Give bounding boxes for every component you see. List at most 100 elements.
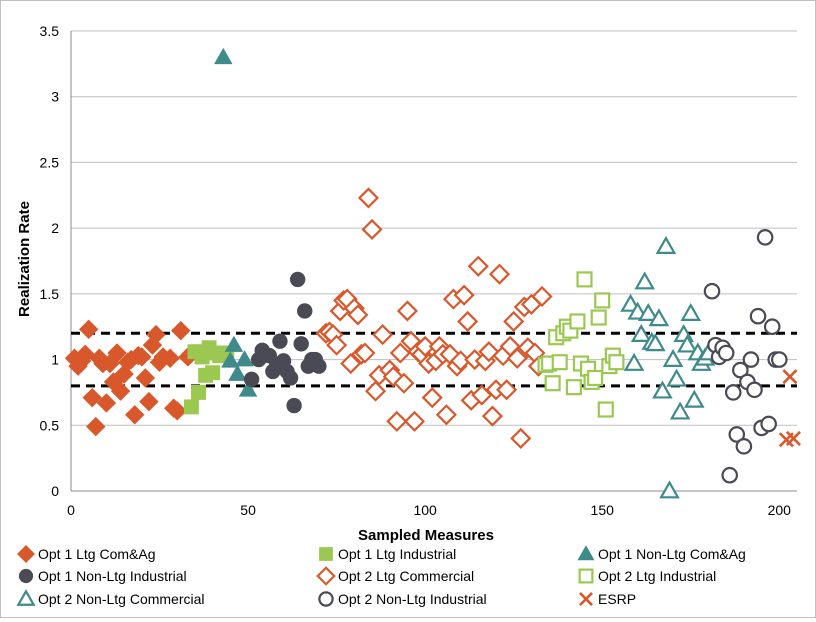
data-point (287, 398, 301, 412)
data-point (498, 381, 516, 399)
legend-marker (319, 592, 332, 605)
data-point (192, 385, 206, 399)
data-point (668, 371, 685, 386)
legend-item: Opt 2 Ltg Commercial (318, 568, 474, 585)
data-point (744, 352, 758, 366)
data-point (312, 359, 326, 373)
legend-marker (19, 569, 32, 582)
legend-marker (320, 548, 333, 561)
data-point (491, 265, 509, 283)
legend-label: Opt 2 Non-Ltg Commercial (38, 591, 205, 607)
data-point (570, 314, 584, 328)
data-point (686, 392, 703, 407)
plot-area (71, 31, 797, 491)
legend-item: Opt 1 Non-Ltg Com&Ag (578, 546, 746, 562)
series-6 (622, 238, 717, 497)
y-tick-label: 1 (51, 352, 59, 368)
data-point (294, 337, 308, 351)
data-point (140, 393, 158, 411)
series-7 (705, 230, 787, 482)
data-point (172, 322, 190, 340)
data-point (298, 304, 312, 318)
legend-item: Opt 2 Non-Ltg Commercial (18, 591, 204, 607)
data-point (758, 230, 772, 244)
data-point (236, 351, 253, 366)
legend-item: Opt 2 Non-Ltg Industrial (319, 591, 486, 607)
data-point (737, 439, 751, 453)
data-point (595, 293, 609, 307)
legend-label: Opt 1 Non-Ltg Industrial (38, 568, 187, 584)
y-axis-title: Realization Rate (16, 201, 33, 317)
legend-marker (580, 570, 593, 583)
legend-label: ESRP (598, 591, 636, 607)
data-point (367, 382, 385, 400)
data-point (719, 346, 733, 360)
data-point (469, 257, 487, 275)
data-point (751, 309, 765, 323)
data-point (592, 311, 606, 325)
data-point (206, 366, 220, 380)
data-point (226, 337, 243, 352)
y-tick-label: 3.5 (40, 23, 60, 39)
legend-marker (580, 593, 592, 605)
data-point (636, 274, 653, 289)
data-point (483, 407, 501, 425)
legend-item: Opt 1 Ltg Industrial (320, 546, 457, 562)
data-point (505, 312, 523, 330)
data-point (599, 403, 613, 417)
data-point (658, 238, 675, 253)
data-point (783, 370, 796, 383)
data-point (398, 302, 416, 320)
y-tick-label: 0.5 (40, 417, 60, 433)
data-point (567, 380, 581, 394)
legend-label: Opt 2 Ltg Industrial (598, 568, 716, 584)
legend-marker (318, 568, 335, 585)
data-point (388, 412, 406, 430)
data-point (290, 272, 304, 286)
data-point (578, 272, 592, 286)
data-point (363, 220, 381, 238)
legend-label: Opt 1 Ltg Industrial (338, 546, 456, 562)
legend-item: Opt 2 Ltg Industrial (580, 568, 717, 584)
data-point (184, 400, 198, 414)
data-point (705, 284, 719, 298)
x-axis-title: Sampled Measures (358, 527, 494, 544)
data-point (665, 351, 682, 366)
data-point (747, 383, 761, 397)
data-points (66, 49, 801, 497)
data-point (588, 371, 602, 385)
data-point (761, 417, 775, 431)
data-point (229, 366, 246, 381)
legend: Opt 1 Ltg Com&Ag Opt 1 Ltg Industrial Opt … (18, 546, 746, 607)
x-tick-label: 150 (591, 502, 615, 518)
series-0 (66, 320, 197, 435)
legend-marker (18, 546, 35, 563)
data-point (283, 371, 297, 385)
legend-item: ESRP (580, 591, 636, 607)
data-point (273, 334, 287, 348)
series-8 (780, 370, 800, 446)
legend-label: Opt 2 Ltg Commercial (338, 568, 474, 584)
data-point (609, 355, 623, 369)
data-point (87, 418, 105, 436)
y-tick-label: 0 (51, 483, 59, 499)
legend-marker (18, 591, 33, 604)
legend-item: Opt 1 Ltg Com&Ag (18, 546, 156, 563)
data-point (723, 468, 737, 482)
data-point (406, 412, 424, 430)
data-point (126, 406, 144, 424)
data-point (553, 355, 567, 369)
data-point (215, 49, 232, 64)
y-tick-label: 3 (51, 89, 59, 105)
data-point (80, 320, 98, 338)
x-tick-label: 50 (240, 502, 256, 518)
x-tick-label: 100 (413, 502, 437, 518)
data-point (512, 429, 530, 447)
data-point (437, 406, 455, 424)
legend-label: Opt 1 Ltg Com&Ag (38, 546, 156, 562)
data-point (772, 352, 786, 366)
x-tick-label: 200 (768, 502, 792, 518)
y-axis-ticks: 0 0.5 1 1.5 2 2.5 3 3.5 (40, 23, 60, 499)
